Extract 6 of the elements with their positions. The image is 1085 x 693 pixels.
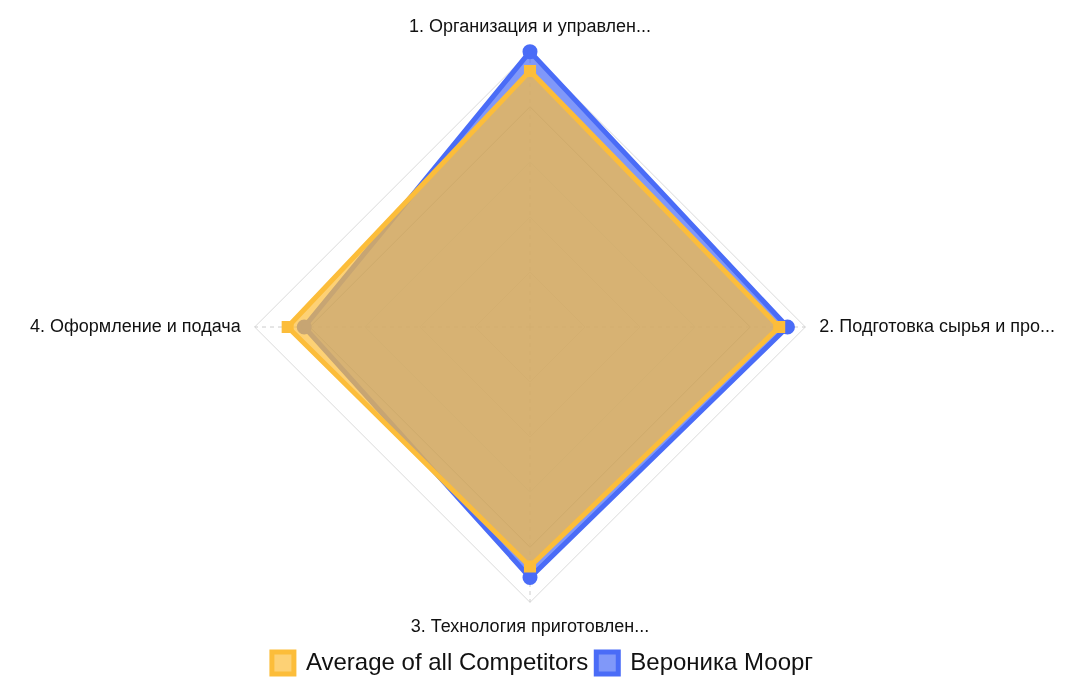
spoke-label: 1. Организация и управлен... (408, 15, 652, 36)
legend-label: Вероника Моорг (630, 647, 814, 675)
legend-label: Average of all Competitors (305, 647, 589, 675)
spoke-label: 3. Технология приготовлен... (410, 616, 650, 637)
spoke-label: 2. Подготовка сырья и про... (819, 315, 1055, 336)
spoke-label: 4. Оформление и подача (29, 315, 242, 336)
